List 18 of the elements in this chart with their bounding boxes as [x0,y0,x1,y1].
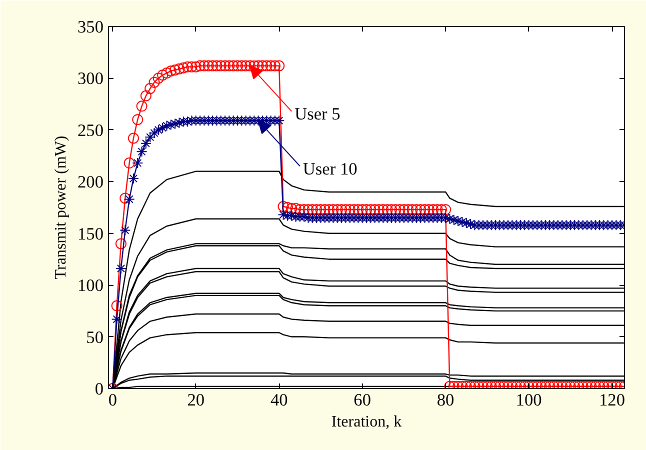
annotation: User 10 [302,159,358,178]
x-tick-label: 120 [599,390,626,410]
x-tick-label: 80 [436,390,454,410]
x-tick-label: 60 [354,390,372,410]
x-tick-label: 20 [187,390,205,410]
y-axis-title: Transmit power (mW) [52,136,70,280]
y-tick-label: 150 [78,224,104,244]
x-tick-label: 100 [516,390,542,410]
y-tick-label: 250 [78,120,104,140]
y-tick-label: 200 [78,172,104,192]
annotation: User 5 [294,104,340,124]
y-tick-label: 50 [86,328,104,347]
x-tick-label: 0 [108,390,117,410]
x-tick-label: 40 [270,390,288,410]
y-tick-label: 350 [78,18,104,36]
y-tick-label: 100 [78,276,104,296]
y-tick-label: 300 [78,69,104,88]
x-axis-title: Iteration, k [331,414,402,430]
